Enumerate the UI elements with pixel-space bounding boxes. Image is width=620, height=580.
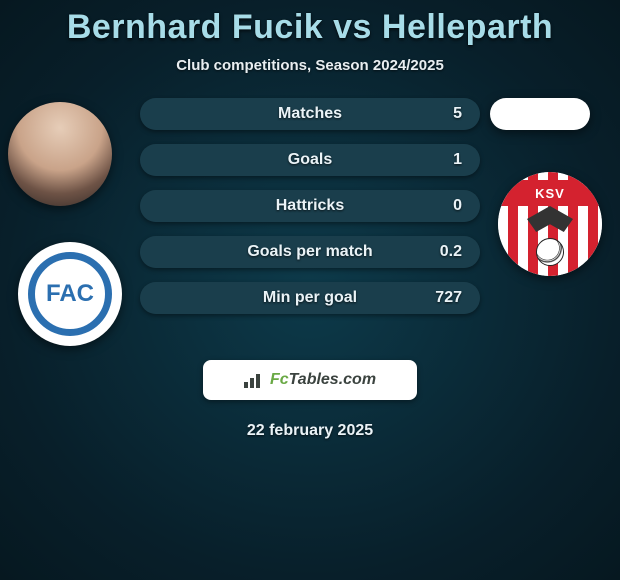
- stat-value-right: 1: [453, 151, 462, 169]
- stat-value-right: 727: [435, 289, 462, 307]
- stat-label: Min per goal: [140, 289, 480, 307]
- club-right-logo-inner: KSV: [498, 172, 602, 276]
- comparison-subtitle: Club competitions, Season 2024/2025: [0, 57, 620, 74]
- comparison-title: Bernhard Fucik vs Helleparth: [0, 8, 620, 47]
- stat-bar: Hattricks 0: [140, 190, 480, 222]
- brand-prefix: Fc: [270, 371, 289, 388]
- footer: FcTables.com 22 february 2025: [0, 360, 620, 440]
- brand-text: FcTables.com: [270, 371, 376, 389]
- club-left-logo: FAC: [18, 242, 122, 346]
- stat-bar: Goals per match 0.2: [140, 236, 480, 268]
- stat-bar: Matches 5: [140, 98, 480, 130]
- player-right-avatar: [490, 98, 590, 130]
- stat-value-right: 0.2: [440, 243, 462, 261]
- stat-label: Matches: [140, 105, 480, 123]
- player-left-avatar: [8, 102, 112, 206]
- club-right-acronym: KSV: [498, 180, 602, 206]
- stat-bars: Matches 5 Goals 1 Hattricks 0 Goals per …: [140, 98, 480, 328]
- report-date: 22 february 2025: [247, 422, 373, 440]
- stat-label: Goals: [140, 151, 480, 169]
- stat-bar: Min per goal 727: [140, 282, 480, 314]
- brand-suffix: Tables.com: [289, 371, 376, 388]
- club-left-acronym: FAC: [46, 280, 94, 308]
- content-wrapper: Bernhard Fucik vs Helleparth Club compet…: [0, 0, 620, 580]
- brand-badge[interactable]: FcTables.com: [203, 360, 417, 400]
- club-right-logo: KSV: [498, 172, 602, 276]
- club-right-ball-icon: [536, 238, 564, 266]
- stats-area: FAC KSV Matches 5 Goals 1 Hattricks: [0, 112, 620, 352]
- stat-label: Hattricks: [140, 197, 480, 215]
- bar-chart-icon: [244, 372, 264, 388]
- stat-value-right: 0: [453, 197, 462, 215]
- stat-label: Goals per match: [140, 243, 480, 261]
- stat-value-right: 5: [453, 105, 462, 123]
- stat-bar: Goals 1: [140, 144, 480, 176]
- club-left-logo-inner: FAC: [28, 252, 112, 336]
